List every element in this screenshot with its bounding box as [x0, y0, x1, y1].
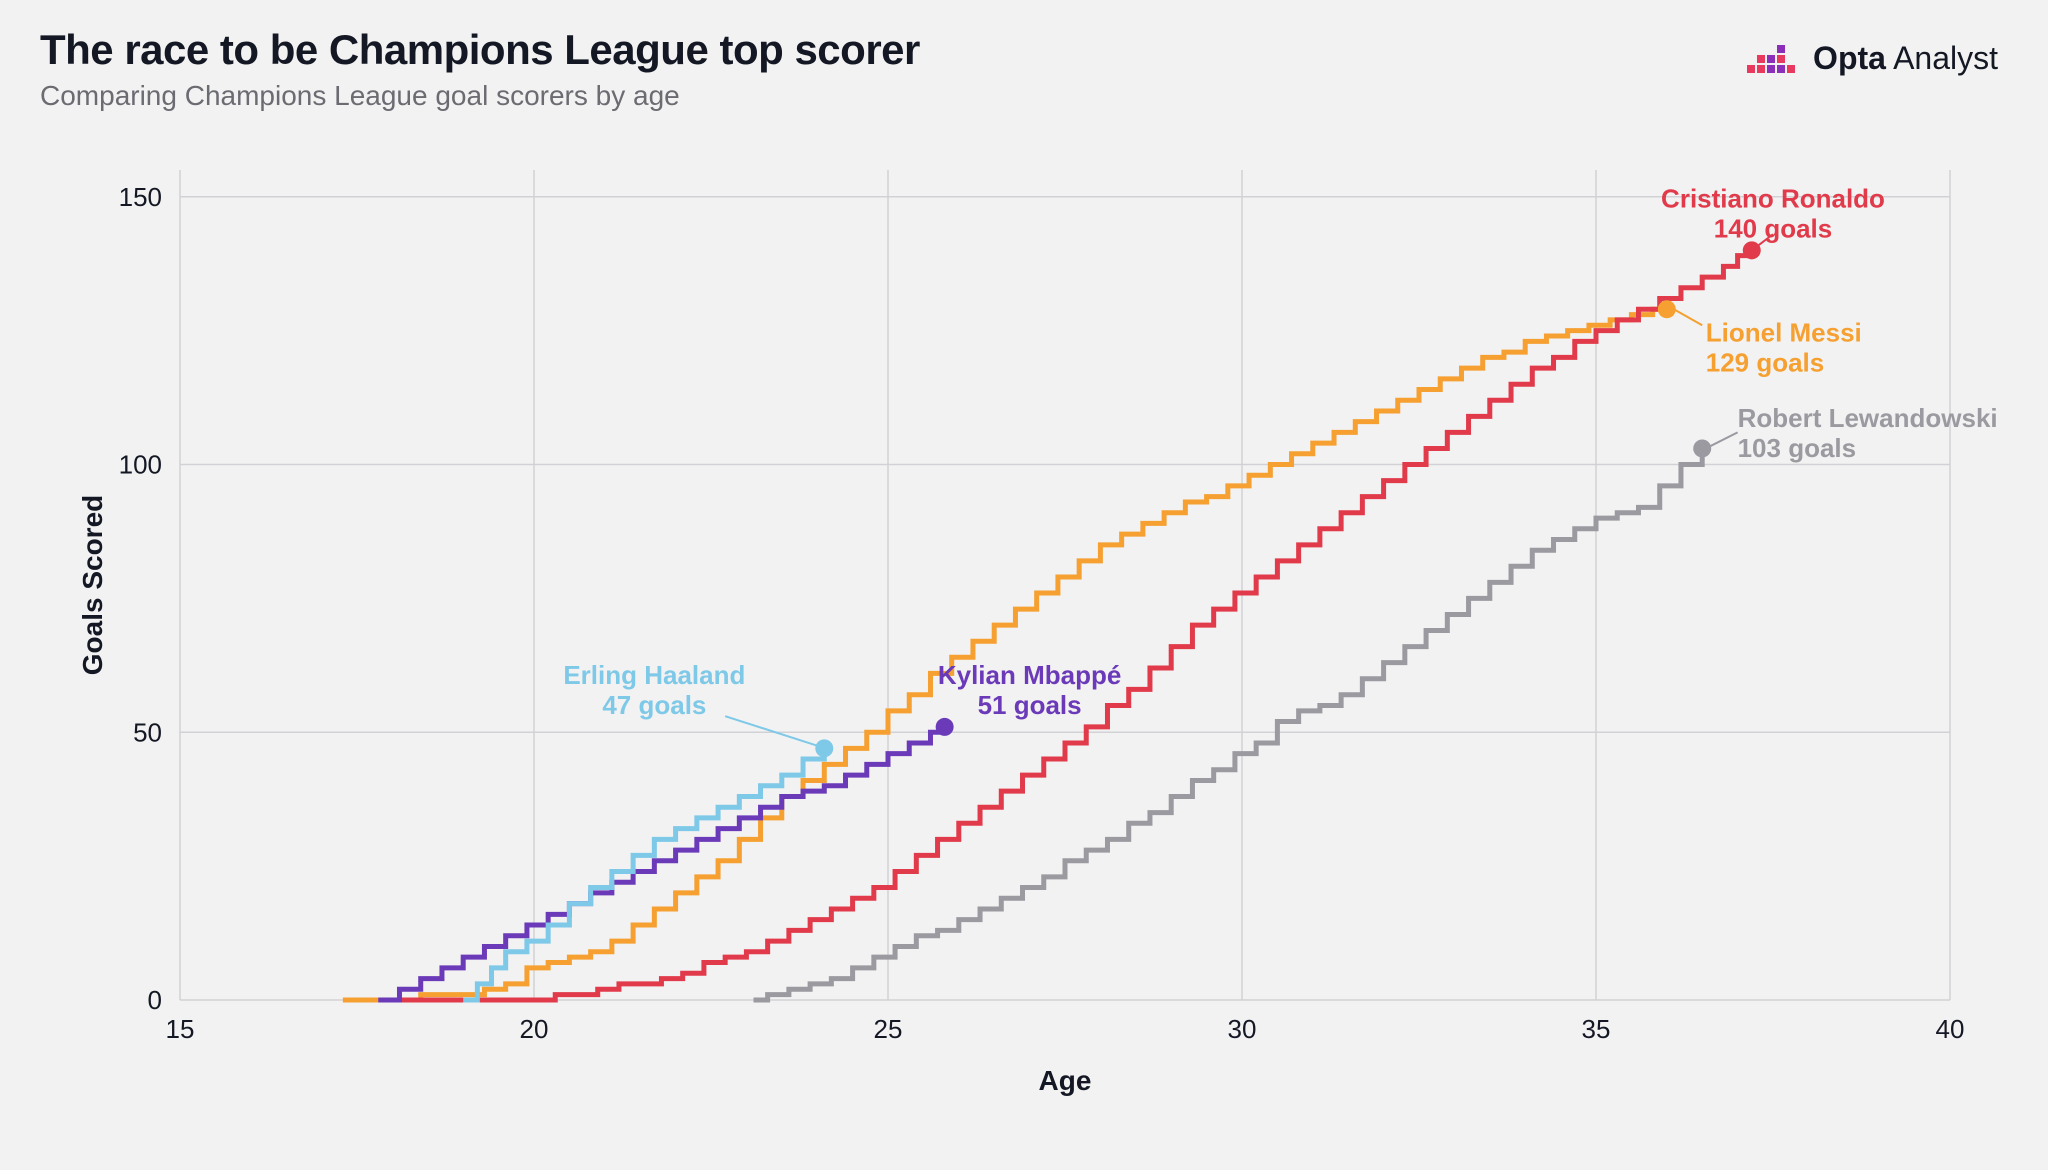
series-label: Erling Haaland47 goals [563, 660, 745, 720]
series-label: Lionel Messi129 goals [1706, 317, 1862, 377]
series-label: Cristiano Ronaldo140 goals [1661, 183, 1885, 243]
logo-text: Opta Analyst [1813, 40, 1998, 77]
svg-text:30: 30 [1228, 1014, 1257, 1044]
svg-text:15: 15 [166, 1014, 195, 1044]
svg-text:150: 150 [119, 182, 162, 212]
chart-title: The race to be Champions League top scor… [40, 26, 920, 74]
end-dot [1743, 241, 1761, 259]
svg-text:25: 25 [874, 1014, 903, 1044]
end-dot [1658, 300, 1676, 318]
svg-text:20: 20 [520, 1014, 549, 1044]
end-dot [936, 718, 954, 736]
chart-svg: 0 50 100 150 15 20 25 30 35 40 Age Goals Scored Robe… [70, 140, 2000, 1140]
svg-text:Goals Scored: Goals Scored [77, 495, 108, 676]
series-line-kylian-mbappé [378, 727, 944, 1000]
series-label: Robert Lewandowski103 goals [1738, 403, 1998, 463]
series-line-robert-lewandowski [753, 448, 1702, 1000]
logo-icon [1747, 41, 1801, 77]
end-dot [815, 739, 833, 757]
header: The race to be Champions League top scor… [40, 26, 920, 112]
svg-text:35: 35 [1582, 1014, 1611, 1044]
end-dot [1693, 439, 1711, 457]
chart-area: 0 50 100 150 15 20 25 30 35 40 Age Goals Scored Robe… [70, 140, 2000, 1140]
series-label: Kylian Mbappé51 goals [938, 660, 1121, 720]
svg-text:100: 100 [119, 450, 162, 480]
chart-subtitle: Comparing Champions League goal scorers … [40, 80, 920, 112]
svg-text:50: 50 [133, 717, 162, 747]
series-line-erling-haaland [463, 748, 824, 1000]
svg-text:40: 40 [1936, 1014, 1965, 1044]
chart-container: The race to be Champions League top scor… [0, 0, 2048, 1170]
brand-logo: Opta Analyst [1747, 40, 1998, 77]
svg-text:Age: Age [1039, 1065, 1092, 1096]
svg-text:0: 0 [148, 985, 162, 1015]
